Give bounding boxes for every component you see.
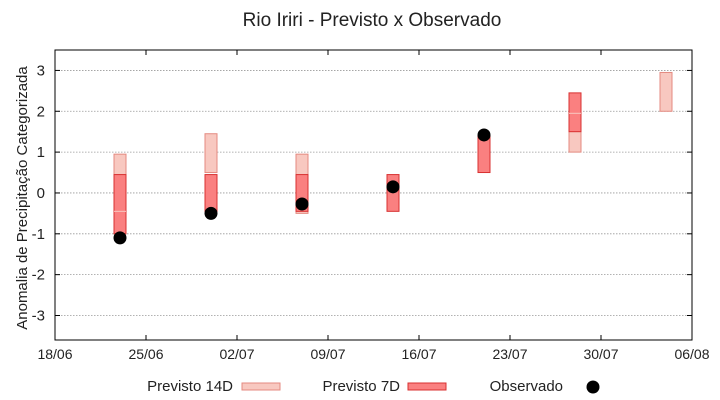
forecast-7d-bar <box>568 92 582 133</box>
x-tick-label: 09/07 <box>310 346 345 362</box>
x-tick-label: 06/08 <box>674 346 709 362</box>
legend-label: Observado <box>490 378 563 395</box>
y-tick-label: 0 <box>37 185 45 202</box>
forecast-7d-bar <box>113 174 127 235</box>
observed-point <box>113 231 127 245</box>
x-tick-label: 16/07 <box>401 346 436 362</box>
observed-point <box>477 128 491 142</box>
legend-label: Previsto 7D <box>322 378 400 395</box>
series-observed <box>113 128 491 245</box>
y-tick-label: -2 <box>32 267 45 284</box>
legend-swatch <box>586 380 600 394</box>
y-axis: -3 -2 -1 0 1 2 3 <box>32 62 692 324</box>
grid-lines <box>55 70 692 316</box>
forecast-7d-bar <box>204 174 218 212</box>
x-tick-label: 02/07 <box>219 346 254 362</box>
y-tick-label: -1 <box>32 226 45 243</box>
x-tick-label: 18/06 <box>37 346 72 362</box>
forecast-14d-bar <box>659 71 673 112</box>
y-tick-label: 3 <box>37 62 45 79</box>
legend-label: Previsto 14D <box>147 378 233 395</box>
legend: Previsto 14D Previsto 7D Observado <box>147 378 600 395</box>
forecast-14d-bar <box>204 133 218 174</box>
y-axis-label: Anomalia de Precipitação Categorizada <box>14 66 31 330</box>
x-axis: 18/06 25/06 02/07 09/07 16/07 23/07 30/07 06/08 <box>37 50 710 362</box>
legend-swatch <box>407 382 447 391</box>
series-forecast-7d <box>113 92 582 235</box>
y-tick-label: -3 <box>32 307 45 324</box>
y-tick-label: 1 <box>37 144 45 161</box>
observed-point <box>295 197 309 211</box>
plot-frame <box>54 49 693 341</box>
legend-swatch <box>241 382 281 391</box>
x-tick-label: 25/06 <box>128 346 163 362</box>
x-tick-label: 30/07 <box>583 346 618 362</box>
observed-point <box>204 206 218 220</box>
observed-point <box>386 180 400 194</box>
chart-title: Rio Iriri - Previsto x Observado <box>243 10 502 31</box>
x-tick-label: 23/07 <box>492 346 527 362</box>
y-tick-label: 2 <box>37 103 45 120</box>
